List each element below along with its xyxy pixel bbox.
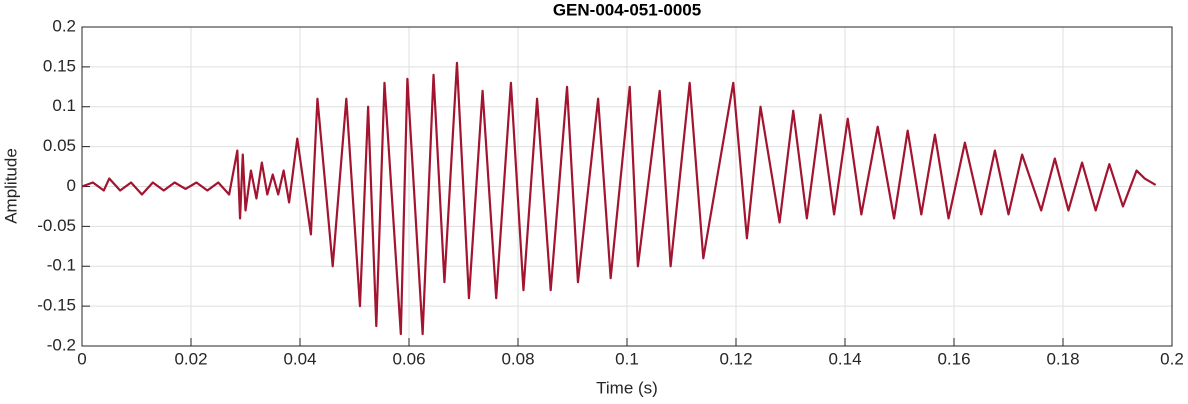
x-axis-label: Time (s) <box>596 378 658 397</box>
x-tick-label: 0.1 <box>615 349 639 368</box>
y-tick-label: 0.15 <box>43 56 76 75</box>
x-tick-label: 0.04 <box>283 349 316 368</box>
y-tick-label: -0.2 <box>47 335 76 354</box>
chart-title: GEN-004-051-0005 <box>553 0 701 19</box>
x-tick-label: 0.18 <box>1046 349 1079 368</box>
y-tick-label: 0.2 <box>52 16 76 35</box>
y-tick-label: 0.1 <box>52 96 76 115</box>
y-tick-label: -0.05 <box>37 216 76 235</box>
y-axis-label: Amplitude <box>1 148 20 224</box>
waveform-line <box>81 61 1157 336</box>
x-tick-label: 0.16 <box>937 349 970 368</box>
x-tick-label: 0.14 <box>828 349 861 368</box>
x-tick-label: 0.08 <box>501 349 534 368</box>
y-tick-label: -0.1 <box>47 256 76 275</box>
x-tick-label: 0 <box>77 349 86 368</box>
y-tick-label: 0.05 <box>43 136 76 155</box>
x-tick-label: 0.12 <box>719 349 752 368</box>
x-tick-label: 0.2 <box>1160 349 1184 368</box>
y-tick-label: 0 <box>67 176 76 195</box>
y-tick-label: -0.15 <box>37 296 76 315</box>
x-tick-label: 0.06 <box>392 349 425 368</box>
x-tick-label: 0.02 <box>174 349 207 368</box>
